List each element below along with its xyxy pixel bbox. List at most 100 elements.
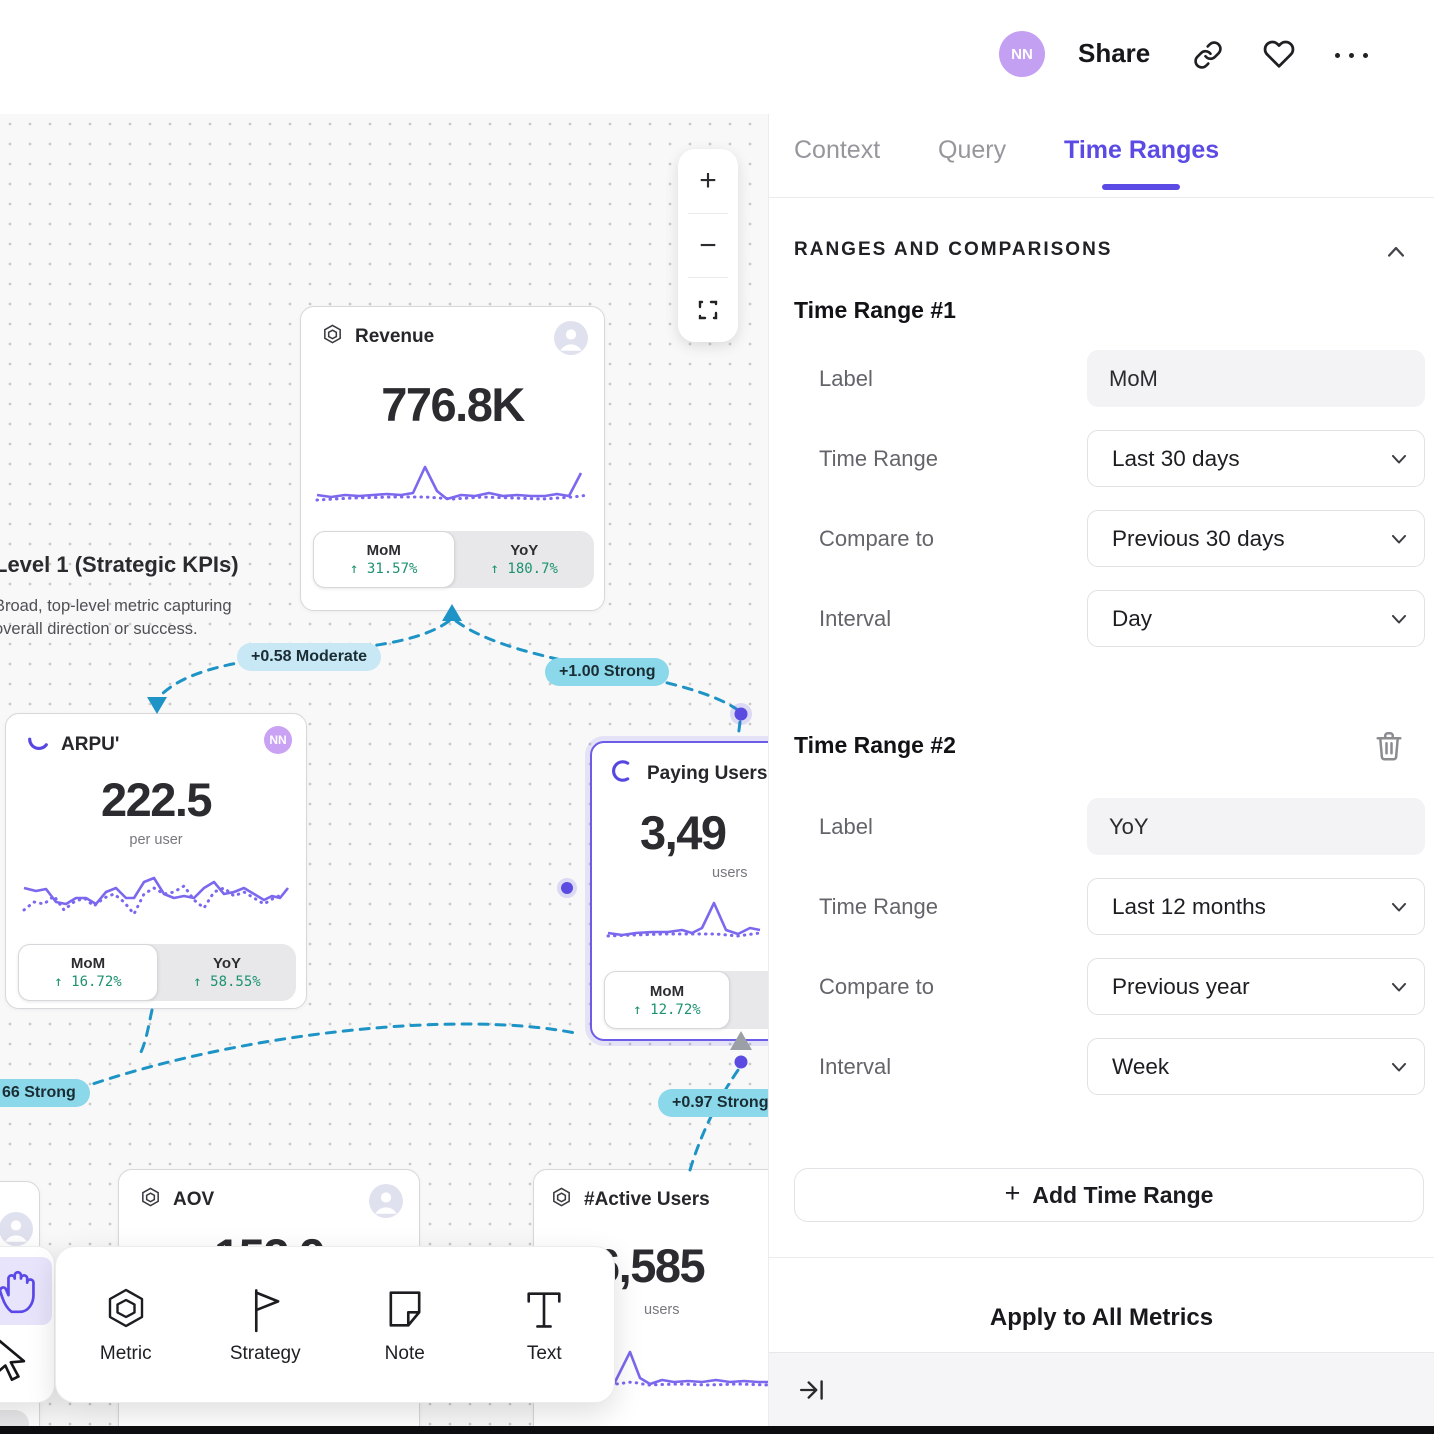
range-toggle: MoM ↑ 31.57% YoY ↑ 180.7% (313, 531, 594, 588)
chevron-down-icon (1392, 535, 1406, 544)
owner-avatar-icon (554, 321, 588, 355)
interval-select-1[interactable]: Day (1087, 590, 1425, 647)
link-icon (1194, 41, 1222, 69)
strategy-tool-button[interactable]: Strategy (196, 1247, 336, 1402)
field-label: Label (819, 814, 873, 839)
arrow-to-bar-icon (799, 1380, 823, 1400)
toggle-mom[interactable]: MoM ↑ 12.72% (604, 971, 730, 1029)
metric-unit: users (712, 865, 748, 881)
metric-card-paying-users[interactable]: Paying Users' 3,49 users MoM ↑ 12.72% (590, 741, 768, 1041)
tab-query[interactable]: Query (938, 136, 1007, 164)
edge-label-left-strong[interactable]: 66 Strong (0, 1079, 90, 1107)
owner-avatar-icon (0, 1212, 33, 1246)
card-title: Revenue (355, 326, 435, 347)
text-icon (527, 1291, 561, 1328)
field-label: Compare to (819, 974, 934, 999)
active-tab-indicator (1102, 184, 1180, 190)
field-label: Interval (819, 606, 892, 631)
chevron-up-icon[interactable] (1388, 246, 1404, 257)
toggle-yoy[interactable] (730, 971, 768, 1029)
note-icon (389, 1290, 421, 1327)
metric-tool-button[interactable]: Metric (56, 1247, 196, 1402)
tab-time-ranges[interactable]: Time Ranges (1064, 136, 1220, 164)
range-toggle: MoM ↑ 16.72% YoY ↑ 58.55% (18, 944, 296, 1001)
label-input-1[interactable]: MoM (1087, 350, 1425, 407)
flag-icon (255, 1288, 280, 1332)
apply-to-all-metrics-button[interactable]: Apply to All Metrics (989, 1304, 1214, 1331)
metric-card-arpu[interactable]: ARPU' NN 222.5 per user MoM ↑ 16.72% YoY… (5, 713, 307, 1009)
edge-label-active-paying[interactable]: +0.97 Strong (658, 1089, 783, 1117)
interval-select-2[interactable]: Week (1087, 1038, 1425, 1095)
zoom-in-button[interactable]: + (699, 163, 717, 197)
ellipsis-icon (1334, 52, 1368, 58)
add-time-range-button[interactable]: + Add Time Range (794, 1168, 1424, 1222)
field-label: Compare to (819, 526, 934, 551)
time-range-select-2[interactable]: Last 12 months (1087, 878, 1425, 935)
sparkline (606, 901, 762, 938)
note-tool-button[interactable]: Note (335, 1247, 475, 1402)
copy-link-button[interactable] (1191, 38, 1225, 72)
favorite-button[interactable] (1262, 37, 1296, 71)
collaborator-badge: NN (264, 726, 292, 754)
user-avatar[interactable]: NN (999, 31, 1045, 77)
annotation-title: Level 1 (Strategic KPIs) (0, 552, 239, 577)
range-toggle[interactable] (0, 1410, 29, 1426)
time-range-2-title: Time Range #2 (794, 732, 956, 758)
sparkline (22, 876, 290, 917)
edge-label-revenue-paying[interactable]: +1.00 Strong (545, 658, 670, 686)
chevron-down-icon (1392, 1063, 1406, 1072)
field-label: Interval (819, 1054, 892, 1079)
owner-avatar-icon (369, 1184, 403, 1218)
metric-card-revenue[interactable]: Revenue 776.8K MoM ↑ 31.57% YoY ↑ 180.7% (300, 306, 605, 611)
text-tool-button[interactable]: Text (475, 1247, 615, 1402)
compare-to-select-2[interactable]: Previous year (1087, 958, 1425, 1015)
compare-to-select-1[interactable]: Previous 30 days (1087, 510, 1425, 567)
time-range-1-title: Time Range #1 (794, 297, 956, 323)
toggle-mom[interactable]: MoM ↑ 31.57% (313, 531, 455, 588)
connection-handle-dot[interactable] (734, 707, 748, 721)
canvas[interactable]: Level 1 (Strategic KPIs) Broad, top-leve… (0, 113, 768, 1426)
metric-hexagon-icon (108, 1288, 143, 1327)
field-label: Label (819, 366, 873, 391)
tool-strip (0, 1246, 55, 1403)
hand-icon (0, 1270, 35, 1314)
card-title: Paying Users' (647, 762, 768, 784)
chevron-down-icon (1392, 455, 1406, 464)
spinner-icon (612, 759, 636, 788)
card-title: AOV (173, 1189, 215, 1210)
select-tool-button[interactable] (0, 1335, 41, 1393)
zoom-out-button[interactable]: − (699, 228, 717, 262)
fit-screen-button[interactable] (678, 278, 738, 342)
chevron-down-icon (1392, 615, 1406, 624)
spinner-icon (26, 730, 50, 759)
toggle-yoy[interactable]: YoY ↑ 180.7% (490, 542, 558, 577)
toggle-mom[interactable]: MoM ↑ 16.72% (18, 944, 158, 1001)
field-label: Time Range (819, 446, 939, 471)
toggle-yoy[interactable]: YoY ↑ 58.55% (193, 955, 261, 990)
delete-time-range-button[interactable] (1374, 730, 1404, 764)
metric-value: 222.5 (100, 773, 213, 826)
share-button[interactable]: Share (1078, 38, 1151, 68)
heart-icon (1263, 40, 1295, 68)
metric-hexagon-icon (139, 1186, 162, 1214)
more-options-button[interactable] (1334, 38, 1368, 72)
chevron-down-icon (1392, 903, 1406, 912)
card-title: #Active Users (584, 1189, 710, 1210)
tab-context[interactable]: Context (794, 136, 881, 164)
label-input-2[interactable]: YoY (1087, 798, 1425, 855)
annotation-body: Broad, top-level metric capturing overal… (0, 597, 232, 639)
metric-unit: per user (129, 832, 183, 848)
metric-value: 3,49 (640, 806, 727, 859)
connection-handle-dot[interactable] (561, 882, 573, 894)
connection-handle-dot[interactable] (734, 1055, 748, 1069)
settings-panel: Context Query Time Ranges RANGES AND COM… (768, 113, 1434, 1434)
section-ranges-and-comparisons[interactable]: RANGES AND COMPARISONS (794, 239, 1113, 260)
card-title: ARPU' (61, 733, 120, 755)
sparkline (315, 465, 591, 502)
time-range-select-1[interactable]: Last 30 days (1087, 430, 1425, 487)
panel-divider (769, 1257, 1434, 1258)
metric-value: 776.8K (381, 378, 525, 431)
metric-unit: users (644, 1302, 680, 1318)
collapse-panel-button[interactable] (799, 1377, 827, 1403)
edge-label-revenue-arpu[interactable]: +0.58 Moderate (237, 643, 382, 671)
